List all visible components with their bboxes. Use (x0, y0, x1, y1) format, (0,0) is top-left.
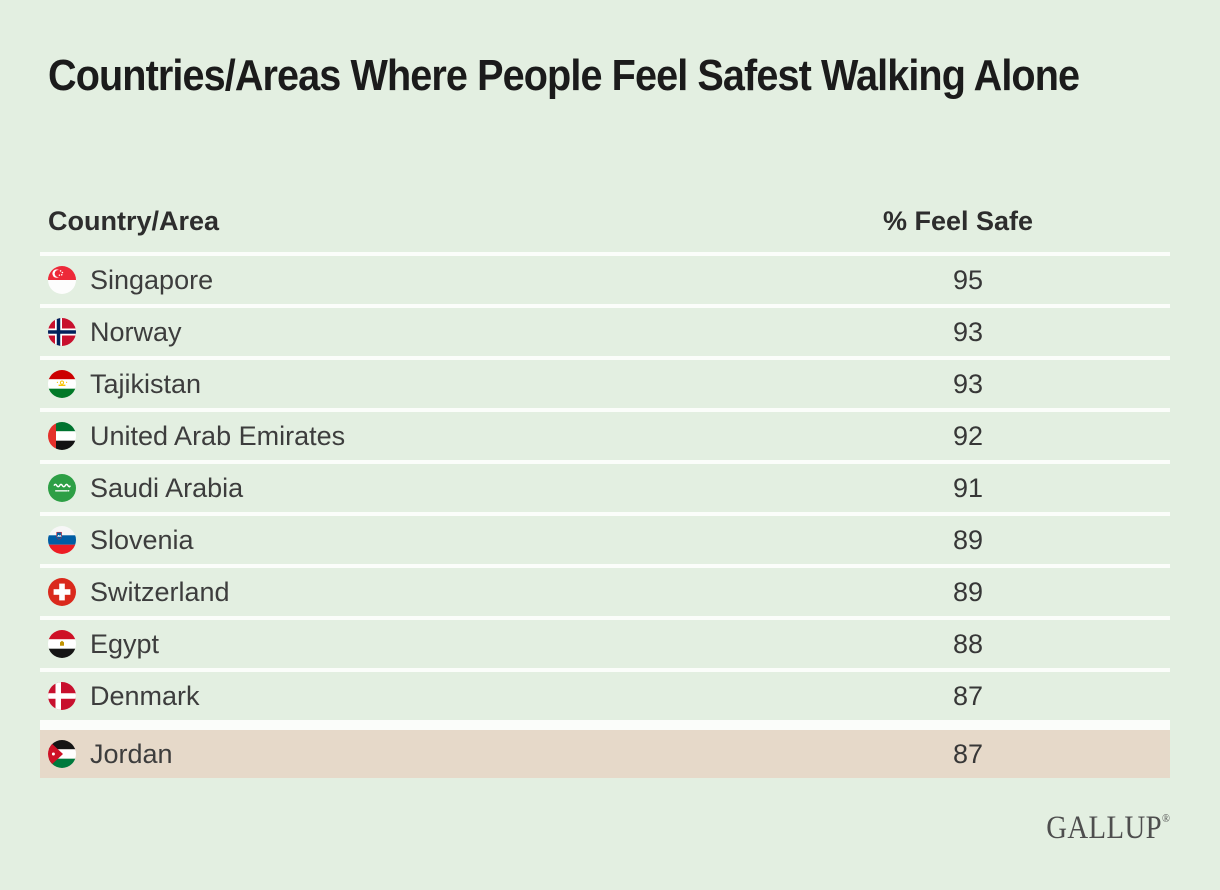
flag-slovenia-icon (48, 526, 76, 554)
flag-singapore-icon (48, 266, 76, 294)
flag-saudi-arabia-icon (48, 474, 76, 502)
country-name: Tajikistan (90, 368, 202, 399)
flag-jordan-icon (48, 740, 76, 768)
feel-safe-value: 89 (952, 576, 984, 607)
table-row: Slovenia 89 (40, 512, 1170, 564)
flag-egypt-icon (48, 630, 76, 658)
table-header-row: Country/Area % Feel Safe (40, 206, 1170, 252)
feel-safe-value: 93 (952, 368, 984, 399)
table-row: Norway 93 (40, 304, 1170, 356)
flag-united-arab-emirates-icon (48, 422, 76, 450)
table-row: Saudi Arabia 91 (40, 460, 1170, 512)
flag-switzerland-icon (48, 578, 76, 606)
registered-trademark: ® (1162, 811, 1170, 825)
table-row: Tajikistan 93 (40, 356, 1170, 408)
table-row: Switzerland 89 (40, 564, 1170, 616)
feel-safe-value: 89 (952, 524, 984, 555)
feel-safe-value: 93 (952, 316, 984, 347)
table-row: Egypt 88 (40, 616, 1170, 668)
table-row-highlighted: Jordan 87 (40, 720, 1170, 778)
country-name: Norway (90, 316, 182, 347)
country-name: Singapore (90, 264, 214, 295)
flag-denmark-icon (48, 682, 76, 710)
feel-safe-value: 95 (952, 264, 984, 295)
feel-safe-value: 92 (952, 420, 984, 451)
feel-safe-value: 88 (952, 628, 984, 659)
table-row: Singapore 95 (40, 252, 1170, 304)
country-name: Slovenia (90, 524, 194, 555)
country-name: Switzerland (90, 576, 230, 607)
gallup-logo: GALLUP® (187, 810, 1170, 847)
column-header-country: Country/Area (48, 206, 220, 236)
country-name: Denmark (90, 680, 200, 711)
country-name: United Arab Emirates (90, 420, 346, 451)
flag-norway-icon (48, 318, 76, 346)
chart-title: Countries/Areas Where People Feel Safest… (48, 51, 1080, 100)
gallup-logo-text: GALLUP (1046, 810, 1163, 846)
column-header-value: % Feel Safe (883, 206, 1034, 236)
table-row: United Arab Emirates 92 (40, 408, 1170, 460)
flag-tajikistan-icon (48, 370, 76, 398)
table-body: Singapore 95 Norway 93 Tajikistan 93 Uni… (40, 252, 1170, 778)
country-name: Saudi Arabia (90, 472, 244, 503)
table-row: Denmark 87 (40, 668, 1170, 720)
feel-safe-value: 91 (952, 472, 984, 503)
feel-safe-value: 87 (952, 738, 984, 769)
country-name: Egypt (90, 628, 160, 659)
country-name: Jordan (90, 738, 173, 769)
ranking-table: Country/Area % Feel Safe Singapore 95 No… (40, 206, 1170, 778)
feel-safe-value: 87 (952, 680, 984, 711)
